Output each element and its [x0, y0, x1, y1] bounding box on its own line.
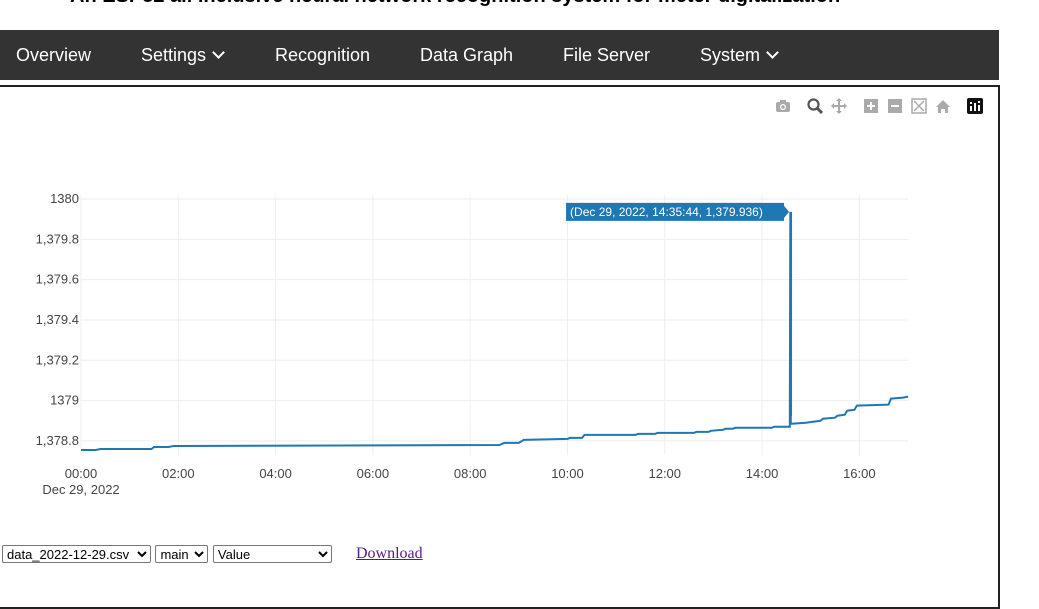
x-tick-label: 00:00 — [65, 466, 98, 481]
plotly-logo-icon[interactable] — [965, 96, 985, 116]
nav-system[interactable]: System — [700, 30, 779, 80]
nav-data-graph[interactable]: Data Graph — [420, 30, 513, 80]
autoscale-icon[interactable] — [909, 96, 929, 116]
x-tick-label: 06:00 — [357, 466, 390, 481]
file-select[interactable]: data_2022-12-29.csv — [2, 545, 151, 563]
reset-axes-icon[interactable] — [933, 96, 953, 116]
x-tick-label: 08:00 — [454, 466, 487, 481]
y-tick-label: 1,379.6 — [36, 272, 79, 287]
hover-tooltip: (Dec 29, 2022, 14:35:44, 1,379.936) — [566, 202, 793, 416]
nav-settings[interactable]: Settings — [141, 30, 225, 80]
y-tick-label: 1379 — [50, 393, 79, 408]
y-tick-label: 1,379.4 — [36, 312, 79, 327]
x-tick-label: 04:00 — [259, 466, 292, 481]
x-tick-label: 10:00 — [551, 466, 584, 481]
field-select[interactable]: Value — [212, 545, 332, 563]
hover-label-text: (Dec 29, 2022, 14:35:44, 1,379.936) — [570, 205, 763, 219]
y-tick-label: 1,379.8 — [36, 231, 79, 246]
chevron-down-icon — [766, 46, 779, 59]
zoom-icon[interactable] — [805, 96, 825, 116]
y-tick-label: 1,378.8 — [36, 433, 79, 448]
x-axis-ticks: 00:00 02:00 04:00 06:00 08:00 10:00 12:00 14:00… — [65, 466, 876, 481]
page-title: An ESP32 all inclusive neural network re… — [70, 0, 840, 8]
camera-icon[interactable] — [773, 96, 793, 116]
nav-settings-label: Settings — [141, 45, 207, 65]
y-tick-label: 1,379.2 — [36, 352, 79, 367]
graph-controls: data_2022-12-29.csv main Value — [2, 545, 332, 564]
x-tick-label: 02:00 — [162, 466, 195, 481]
x-tick-label: 12:00 — [648, 466, 681, 481]
zoom-out-icon[interactable] — [885, 96, 905, 116]
y-axis-ticks: 1380 1,379.8 1,379.6 1,379.4 1,379.2 1379 1,37… — [36, 191, 79, 448]
nav-overview[interactable]: Overview — [16, 30, 91, 80]
data-series — [81, 211, 909, 451]
chevron-down-icon — [212, 46, 225, 59]
chart-grid — [80, 195, 908, 455]
line-chart[interactable]: 1380 1,379.8 1,379.6 1,379.4 1,379.2 1379 1,37… — [0, 180, 940, 510]
nav-system-label: System — [700, 45, 761, 65]
nav-file-server-label: File Server — [563, 45, 651, 65]
x-tick-label: 14:00 — [746, 466, 779, 481]
nav-data-graph-label: Data Graph — [420, 45, 514, 65]
nav-bar: Overview Settings Recognition Data Graph… — [0, 30, 999, 80]
nav-overview-label: Overview — [16, 45, 92, 65]
graph-panel — [0, 85, 1000, 609]
y-tick-label: 1380 — [50, 191, 79, 206]
pan-icon[interactable] — [829, 96, 849, 116]
plot-toolbar — [773, 96, 988, 118]
x-tick-label: 16:00 — [843, 466, 876, 481]
number-select[interactable]: main — [155, 545, 209, 563]
nav-file-server[interactable]: File Server — [563, 30, 650, 80]
series-line — [81, 211, 909, 451]
hover-label-box — [566, 202, 790, 221]
nav-recognition-label: Recognition — [275, 45, 371, 65]
download-link[interactable]: Download — [356, 545, 423, 562]
x-axis-date-label: Dec 29, 2022 — [42, 482, 119, 497]
zoom-in-icon[interactable] — [861, 96, 881, 116]
nav-recognition[interactable]: Recognition — [275, 30, 370, 80]
